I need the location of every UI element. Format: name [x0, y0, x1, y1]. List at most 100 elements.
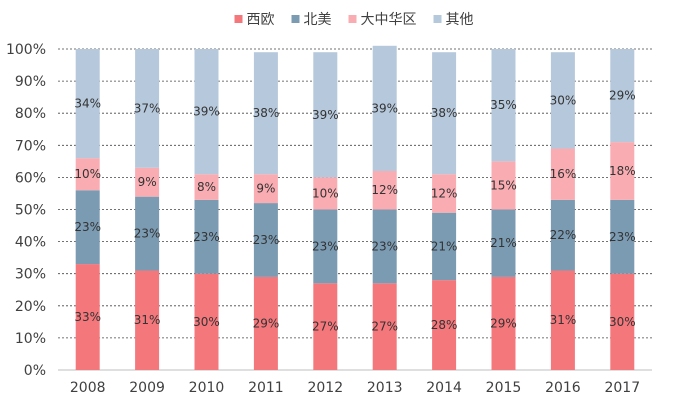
bar-segment — [75, 49, 100, 159]
bar-segment — [135, 167, 160, 197]
data-label: 22% — [550, 228, 577, 242]
bar-segment — [75, 264, 100, 370]
bar-segment — [432, 52, 457, 175]
bar-segment — [253, 174, 278, 204]
bar-segment — [313, 209, 338, 284]
data-label: 30% — [609, 315, 636, 329]
data-label: 29% — [253, 316, 280, 330]
data-label: 23% — [312, 239, 339, 253]
bar-segment — [372, 170, 397, 210]
bar-segment — [432, 212, 457, 281]
bar-segment — [432, 174, 457, 213]
bar-segment — [75, 158, 100, 191]
y-tick-label: 80% — [15, 106, 46, 122]
data-label: 29% — [609, 89, 636, 103]
bar-segment — [194, 174, 219, 200]
data-label: 12% — [371, 183, 398, 197]
y-tick-label: 70% — [15, 138, 46, 154]
data-label: 30% — [193, 315, 220, 329]
y-tick-label: 50% — [15, 203, 46, 219]
data-label: 31% — [134, 313, 161, 327]
bar-segment — [550, 148, 575, 200]
data-label: 8% — [197, 180, 216, 194]
bar-segment — [313, 52, 338, 178]
data-label: 10% — [74, 167, 101, 181]
bar-segment — [550, 199, 575, 271]
legend-swatch — [348, 15, 357, 23]
data-label: 21% — [490, 236, 517, 250]
bar-segment — [75, 190, 100, 265]
bars-group: 33% 23% 10% 34% 31% 23% 9% 37% 30% 23% 8% 39% 29% 23%… — [74, 45, 636, 370]
data-label: 34% — [74, 97, 101, 111]
bar-segment — [253, 52, 278, 175]
data-label: 10% — [312, 186, 339, 200]
bar-segment — [491, 209, 516, 277]
y-tick-label: 20% — [15, 299, 46, 315]
data-label: 30% — [550, 93, 577, 107]
data-label: 37% — [134, 101, 161, 115]
data-label: 23% — [253, 233, 280, 247]
bar-segment — [610, 273, 635, 370]
bar-segment — [491, 49, 516, 162]
bar-segment — [313, 283, 338, 370]
x-tick-label: 2011 — [248, 380, 284, 396]
data-label: 39% — [193, 105, 220, 119]
legend-label: 其他 — [446, 12, 474, 28]
data-label: 15% — [490, 178, 517, 192]
x-tick-label: 2016 — [545, 380, 581, 396]
data-label: 18% — [609, 164, 636, 178]
data-label: 9% — [138, 175, 157, 189]
x-tick-label: 2017 — [604, 380, 640, 396]
y-tick-label: 60% — [15, 170, 46, 186]
data-label: 39% — [312, 108, 339, 122]
bar-segment — [550, 52, 575, 149]
y-axis: 0% 10% 20% 30% 40% 50% 60% 70% 80% 90% 100% — [6, 42, 46, 379]
data-label: 23% — [609, 230, 636, 244]
x-tick-label: 2008 — [70, 380, 106, 396]
bar-segment — [610, 142, 635, 200]
bar-segment — [194, 199, 219, 274]
data-label: 12% — [431, 186, 458, 200]
bar-segment — [372, 283, 397, 370]
data-label: 23% — [193, 230, 220, 244]
data-label: 27% — [312, 320, 339, 334]
x-tick-label: 2013 — [367, 380, 403, 396]
y-tick-label: 10% — [15, 331, 46, 347]
bar-segment — [491, 161, 516, 210]
bar-segment — [550, 270, 575, 370]
x-tick-label: 2009 — [129, 380, 165, 396]
legend-swatch — [291, 15, 300, 23]
y-tick-label: 0% — [24, 363, 46, 379]
bar-segment — [372, 209, 397, 284]
data-label: 29% — [490, 316, 517, 330]
data-label: 31% — [550, 313, 577, 327]
data-label: 38% — [431, 106, 458, 120]
legend-label: 西欧 — [247, 12, 275, 28]
bar-segment — [135, 49, 160, 168]
legend-label: 北美 — [304, 12, 332, 28]
legend-swatch — [234, 15, 243, 23]
bar-segment — [253, 203, 278, 277]
x-tick-label: 2015 — [486, 380, 522, 396]
data-label: 33% — [74, 310, 101, 324]
data-label: 23% — [74, 220, 101, 234]
y-tick-label: 40% — [15, 235, 46, 251]
bar-segment — [194, 273, 219, 370]
data-label: 28% — [431, 318, 458, 332]
data-label: 27% — [371, 320, 398, 334]
bar-segment — [491, 276, 516, 370]
data-label: 21% — [431, 239, 458, 253]
data-label: 9% — [256, 182, 275, 196]
bar-segment — [135, 196, 160, 271]
bar-segment — [194, 49, 219, 175]
legend-swatch — [433, 15, 442, 23]
y-tick-label: 100% — [6, 42, 46, 58]
bar-segment — [432, 280, 457, 370]
x-tick-label: 2010 — [189, 380, 225, 396]
x-tick-label: 2012 — [307, 380, 343, 396]
bar-segment — [313, 177, 338, 210]
x-tick-label: 2014 — [426, 380, 462, 396]
bar-segment — [610, 49, 635, 143]
bar-segment — [253, 276, 278, 370]
